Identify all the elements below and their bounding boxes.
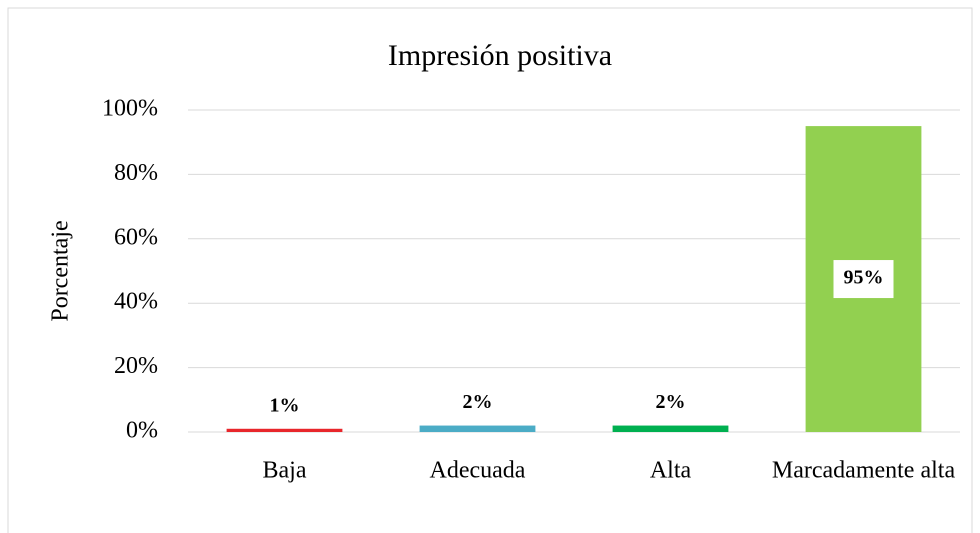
y-tick-label: 100% [102,96,158,122]
x-tick-label: Baja [263,458,307,484]
y-tick-label: 80% [114,160,158,186]
value-label: 95% [844,267,884,289]
y-tick-label: 40% [114,289,158,315]
y-tick-label: 20% [114,353,158,379]
x-tick-label: Marcadamente alta [772,458,956,484]
value-label: 1% [270,394,300,416]
y-axis-label: Porcentaje [48,220,74,321]
chart-title: Impresión positiva [388,39,612,72]
y-tick-label: 60% [114,224,158,250]
bar [419,425,536,432]
value-label-box [833,260,894,299]
value-label: 2% [656,391,686,413]
value-label: 2% [463,391,493,413]
y-tick-label: 0% [126,418,158,444]
x-tick-label: Alta [650,458,692,484]
bar [226,428,343,432]
x-tick-label: Adecuada [430,458,526,484]
bar [612,425,729,432]
